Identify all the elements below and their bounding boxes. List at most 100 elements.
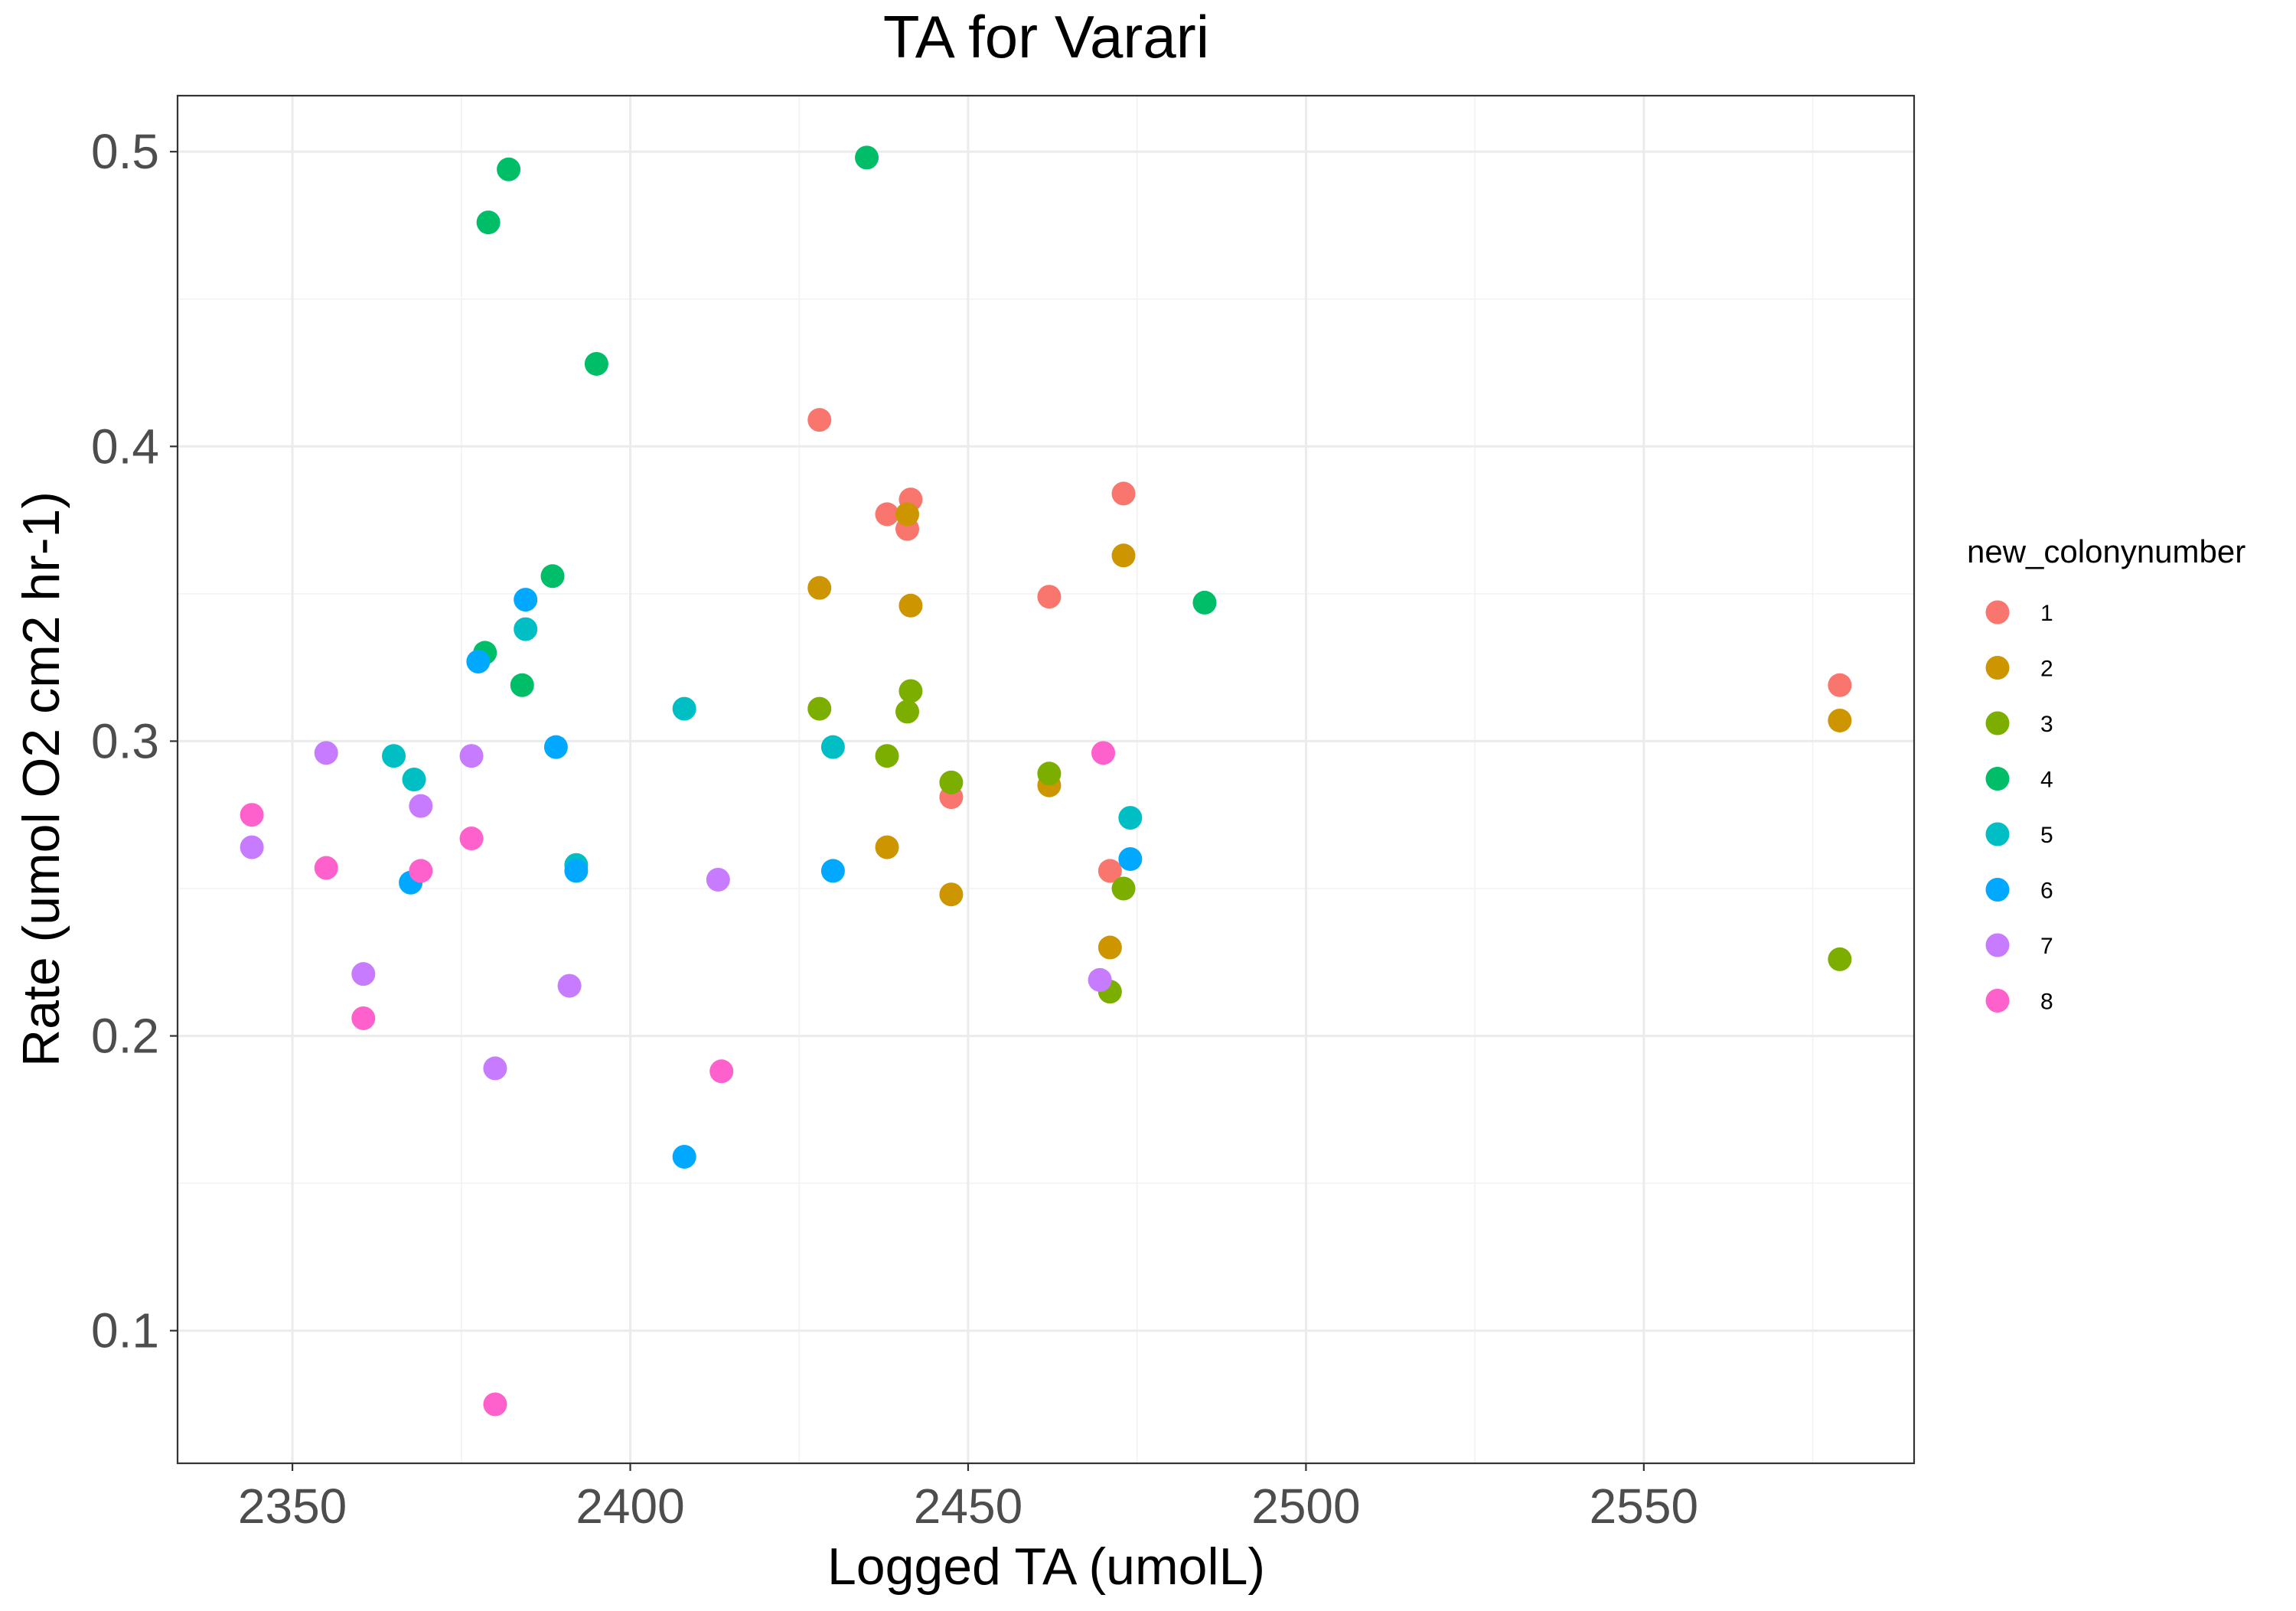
data-point-colony-3 (1037, 761, 1062, 786)
data-point-colony-6 (543, 735, 568, 759)
x-axis-title: Logged TA (umolL) (827, 1538, 1265, 1596)
legend-items: 1 2 3 4 5 6 7 8 (1985, 600, 2053, 1015)
x-tick-label: 2550 (1590, 1479, 1698, 1534)
data-point-colony-2 (899, 593, 923, 618)
data-point-colony-1 (1097, 859, 1122, 883)
axis-tick-labels: 2350 2400 2450 2500 2550 0.1 0.2 0.3 0.4 0.5 (91, 124, 1698, 1534)
legend-label-colony-5: 5 (2040, 823, 2053, 848)
data-point-colony-6 (514, 588, 538, 612)
y-tick-label: 0.2 (91, 1009, 159, 1064)
data-point-colony-8 (709, 1059, 734, 1084)
data-point-colony-4 (510, 673, 534, 697)
data-point-colony-3 (939, 770, 964, 794)
data-point-colony-8 (483, 1392, 507, 1417)
minor-gridlines (178, 96, 1914, 1463)
legend-key-colony-3 (1985, 711, 2010, 735)
data-point-colony-5 (672, 696, 696, 721)
data-point-colony-7 (557, 973, 582, 998)
legend: new_colonynumber 1 2 3 4 5 6 7 8 (1967, 533, 2245, 1015)
axis-ticks (170, 151, 1645, 1471)
data-point-colony-1 (875, 502, 899, 527)
data-point-colony-7 (240, 835, 264, 859)
data-points (240, 145, 1852, 1417)
data-point-colony-4 (1192, 590, 1217, 615)
y-tick-label: 0.4 (91, 419, 159, 474)
data-point-colony-6 (466, 649, 491, 673)
legend-label-colony-7: 7 (2040, 934, 2053, 959)
data-point-colony-8 (459, 827, 484, 851)
data-point-colony-8 (240, 803, 264, 827)
legend-key-colony-4 (1985, 767, 2010, 791)
data-point-colony-3 (895, 700, 920, 724)
data-point-colony-7 (409, 794, 433, 818)
x-tick-label: 2450 (914, 1479, 1022, 1534)
data-point-colony-2 (895, 502, 920, 527)
major-gridlines (178, 96, 1914, 1463)
data-point-colony-8 (1091, 741, 1116, 765)
legend-key-colony-6 (1985, 878, 2010, 902)
data-point-colony-6 (820, 859, 845, 883)
data-point-colony-7 (314, 741, 338, 765)
data-point-colony-4 (476, 210, 501, 235)
x-tick-label: 2500 (1251, 1479, 1360, 1534)
data-point-colony-2 (875, 835, 899, 859)
legend-label-colony-4: 4 (2040, 768, 2053, 793)
data-point-colony-2 (1828, 708, 1852, 732)
data-point-colony-8 (351, 1006, 376, 1030)
data-point-colony-3 (807, 696, 832, 721)
data-point-colony-1 (1111, 481, 1136, 506)
data-point-colony-3 (875, 744, 899, 768)
data-point-colony-2 (939, 882, 964, 907)
data-point-colony-6 (1118, 846, 1143, 871)
legend-label-colony-1: 1 (2040, 601, 2053, 626)
legend-label-colony-6: 6 (2040, 879, 2053, 904)
legend-label-colony-3: 3 (2040, 712, 2053, 737)
data-point-colony-5 (1118, 806, 1143, 830)
data-point-colony-5 (402, 768, 426, 791)
y-tick-label: 0.3 (91, 713, 159, 768)
chart-title: TA for Varari (883, 3, 1209, 70)
data-point-colony-1 (1037, 585, 1062, 609)
data-point-colony-7 (1088, 967, 1112, 992)
y-tick-label: 0.5 (91, 124, 159, 179)
data-point-colony-4 (497, 157, 521, 181)
legend-key-colony-5 (1985, 822, 2010, 846)
data-point-colony-4 (855, 145, 879, 170)
data-point-colony-2 (1111, 543, 1136, 568)
y-tick-label: 0.1 (91, 1303, 159, 1358)
legend-label-colony-8: 8 (2040, 990, 2053, 1015)
panel-border (176, 94, 1916, 1465)
data-point-colony-8 (409, 859, 433, 883)
data-point-colony-2 (807, 576, 832, 600)
data-point-colony-1 (807, 408, 832, 432)
data-point-colony-6 (672, 1144, 696, 1169)
legend-label-colony-2: 2 (2040, 657, 2053, 682)
data-point-colony-7 (483, 1056, 507, 1081)
data-point-colony-3 (899, 679, 923, 703)
data-point-colony-5 (514, 617, 538, 641)
legend-key-colony-8 (1985, 989, 2010, 1013)
y-axis-title: Rate (umol O2 cm2 hr-1) (12, 491, 70, 1067)
data-point-colony-4 (584, 351, 608, 376)
data-point-colony-4 (540, 564, 565, 589)
data-point-colony-5 (382, 744, 406, 768)
data-point-colony-6 (564, 859, 589, 883)
x-tick-label: 2350 (238, 1479, 347, 1534)
legend-key-colony-2 (1985, 656, 2010, 680)
data-point-colony-8 (314, 856, 338, 880)
legend-title: new_colonynumber (1967, 533, 2245, 569)
data-point-colony-7 (459, 744, 484, 768)
x-tick-label: 2400 (576, 1479, 684, 1534)
data-point-colony-3 (1828, 947, 1852, 971)
data-point-colony-3 (1111, 876, 1136, 901)
data-point-colony-7 (706, 867, 730, 892)
data-point-colony-5 (820, 735, 845, 759)
legend-key-colony-7 (1985, 933, 2010, 957)
data-point-colony-1 (1828, 673, 1852, 697)
legend-key-colony-1 (1985, 600, 2010, 625)
data-point-colony-7 (351, 962, 376, 986)
data-point-colony-2 (1097, 935, 1122, 960)
